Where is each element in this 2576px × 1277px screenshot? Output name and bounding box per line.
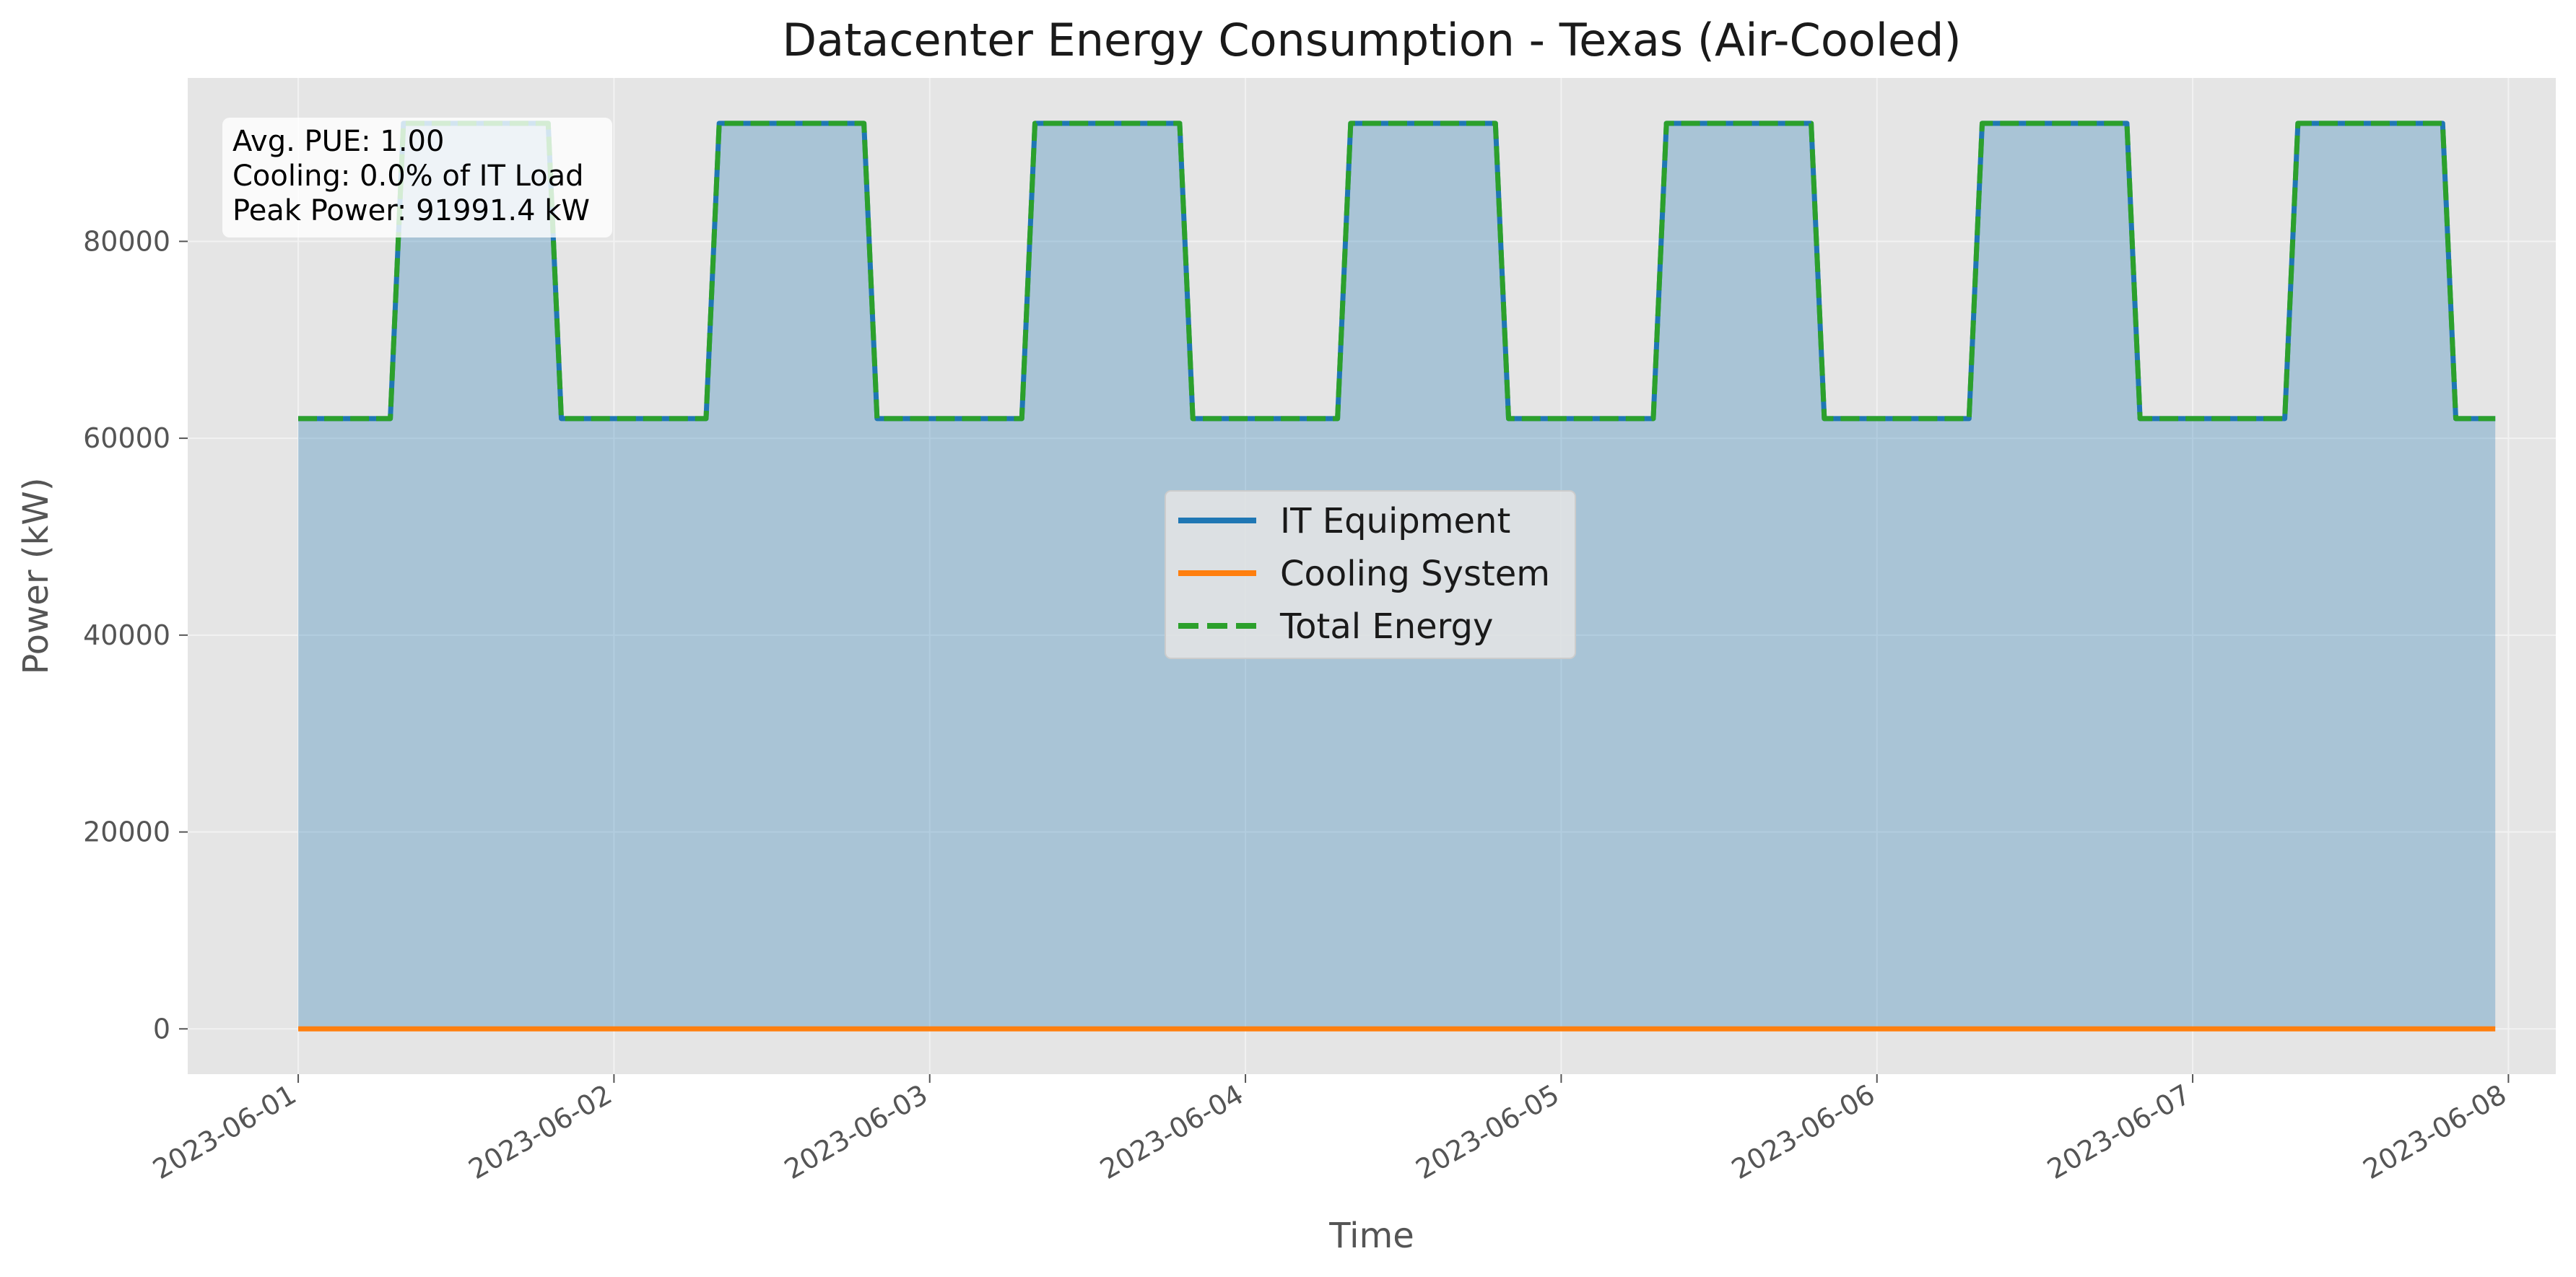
x-tick-label: 2023-06-08: [2358, 1078, 2512, 1186]
x-tick-label: 2023-06-05: [1411, 1078, 1565, 1186]
x-tick-label: 2023-06-07: [2042, 1078, 2196, 1186]
y-tick-label: 0: [153, 1013, 170, 1045]
x-tick-label: 2023-06-04: [1095, 1078, 1248, 1186]
y-tick-label: 80000: [83, 225, 170, 257]
legend: IT Equipment Cooling System Total Energy: [1165, 490, 1576, 659]
info-pue: Avg. PUE: 1.00: [232, 125, 444, 158]
info-peak-power: Peak Power: 91991.4 kW: [232, 194, 590, 227]
x-tick-label: 2023-06-06: [1726, 1078, 1880, 1186]
y-tick-label: 60000: [83, 422, 170, 454]
y-tick-label: 40000: [83, 619, 170, 651]
legend-label-cooling-system: Cooling System: [1280, 554, 1550, 594]
info-box-background: [222, 118, 612, 237]
chart-title: Datacenter Energy Consumption - Texas (A…: [782, 14, 1961, 66]
info-box: Avg. PUE: 1.00 Cooling: 0.0% of IT Load …: [222, 118, 612, 237]
x-axis: 2023-06-01 2023-06-02 2023-06-03 2023-06-04…: [147, 1074, 2512, 1185]
series-line-total-energy: [298, 121, 2496, 422]
x-axis-label: Time: [1328, 1216, 1414, 1256]
y-tick-label: 20000: [83, 816, 170, 848]
x-tick-label: 2023-06-01: [147, 1078, 301, 1186]
x-tick-label: 2023-06-03: [779, 1078, 933, 1186]
legend-label-total-energy: Total Energy: [1279, 606, 1493, 647]
legend-label-it-equipment: IT Equipment: [1280, 501, 1510, 541]
y-axis-label: Power (kW): [16, 477, 56, 674]
x-tick-label: 2023-06-02: [464, 1078, 617, 1186]
info-cooling-share: Cooling: 0.0% of IT Load: [232, 160, 584, 193]
legend-frame: [1165, 490, 1576, 659]
y-axis: 0 20000 40000 60000 80000: [83, 225, 188, 1045]
